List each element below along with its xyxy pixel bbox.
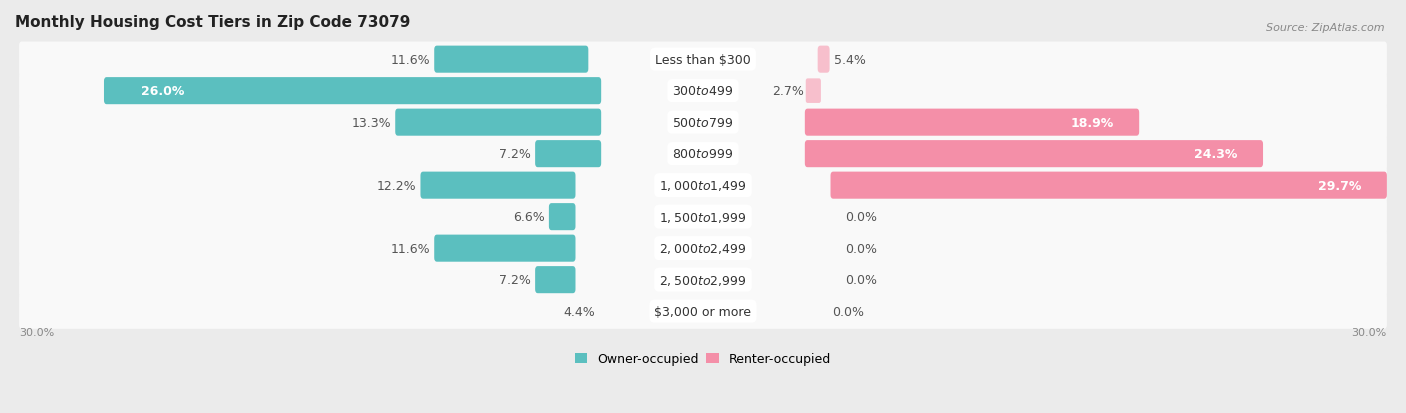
Text: 13.3%: 13.3% — [352, 116, 391, 129]
FancyBboxPatch shape — [20, 105, 1386, 140]
Text: 0.0%: 0.0% — [832, 305, 863, 318]
FancyBboxPatch shape — [536, 141, 602, 168]
FancyBboxPatch shape — [20, 74, 1386, 109]
FancyBboxPatch shape — [420, 172, 575, 199]
FancyBboxPatch shape — [804, 109, 1139, 136]
Text: $800 to $999: $800 to $999 — [672, 148, 734, 161]
Text: 2.7%: 2.7% — [772, 85, 804, 98]
Text: $300 to $499: $300 to $499 — [672, 85, 734, 98]
FancyBboxPatch shape — [434, 235, 575, 262]
Text: 30.0%: 30.0% — [1351, 327, 1386, 337]
FancyBboxPatch shape — [818, 47, 830, 74]
Text: 26.0%: 26.0% — [141, 85, 184, 98]
Text: 11.6%: 11.6% — [391, 242, 430, 255]
Text: $1,000 to $1,499: $1,000 to $1,499 — [659, 179, 747, 193]
Text: 12.2%: 12.2% — [377, 179, 416, 192]
FancyBboxPatch shape — [434, 47, 588, 74]
Text: 18.9%: 18.9% — [1070, 116, 1114, 129]
FancyBboxPatch shape — [20, 199, 1386, 235]
FancyBboxPatch shape — [20, 231, 1386, 266]
Text: 5.4%: 5.4% — [834, 54, 866, 66]
FancyBboxPatch shape — [104, 78, 602, 105]
FancyBboxPatch shape — [806, 79, 821, 104]
Text: 30.0%: 30.0% — [20, 327, 55, 337]
FancyBboxPatch shape — [831, 172, 1386, 199]
Text: $1,500 to $1,999: $1,500 to $1,999 — [659, 210, 747, 224]
Text: Source: ZipAtlas.com: Source: ZipAtlas.com — [1267, 23, 1385, 33]
Text: 0.0%: 0.0% — [845, 273, 877, 287]
Text: $3,000 or more: $3,000 or more — [655, 305, 751, 318]
FancyBboxPatch shape — [20, 262, 1386, 298]
FancyBboxPatch shape — [20, 137, 1386, 172]
Text: Monthly Housing Cost Tiers in Zip Code 73079: Monthly Housing Cost Tiers in Zip Code 7… — [15, 15, 411, 30]
Text: Less than $300: Less than $300 — [655, 54, 751, 66]
Text: 24.3%: 24.3% — [1194, 148, 1237, 161]
Text: 0.0%: 0.0% — [845, 211, 877, 223]
FancyBboxPatch shape — [536, 266, 575, 294]
Text: 7.2%: 7.2% — [499, 148, 531, 161]
FancyBboxPatch shape — [20, 168, 1386, 203]
Text: $2,000 to $2,499: $2,000 to $2,499 — [659, 242, 747, 256]
Text: 29.7%: 29.7% — [1317, 179, 1361, 192]
FancyBboxPatch shape — [548, 204, 575, 230]
Text: $500 to $799: $500 to $799 — [672, 116, 734, 129]
Text: 4.4%: 4.4% — [564, 305, 595, 318]
Legend: Owner-occupied, Renter-occupied: Owner-occupied, Renter-occupied — [569, 347, 837, 370]
FancyBboxPatch shape — [804, 141, 1263, 168]
Text: 6.6%: 6.6% — [513, 211, 544, 223]
Text: 11.6%: 11.6% — [391, 54, 430, 66]
Text: 0.0%: 0.0% — [845, 242, 877, 255]
FancyBboxPatch shape — [395, 109, 602, 136]
Text: 7.2%: 7.2% — [499, 273, 531, 287]
Text: $2,500 to $2,999: $2,500 to $2,999 — [659, 273, 747, 287]
FancyBboxPatch shape — [20, 294, 1386, 329]
FancyBboxPatch shape — [20, 43, 1386, 78]
